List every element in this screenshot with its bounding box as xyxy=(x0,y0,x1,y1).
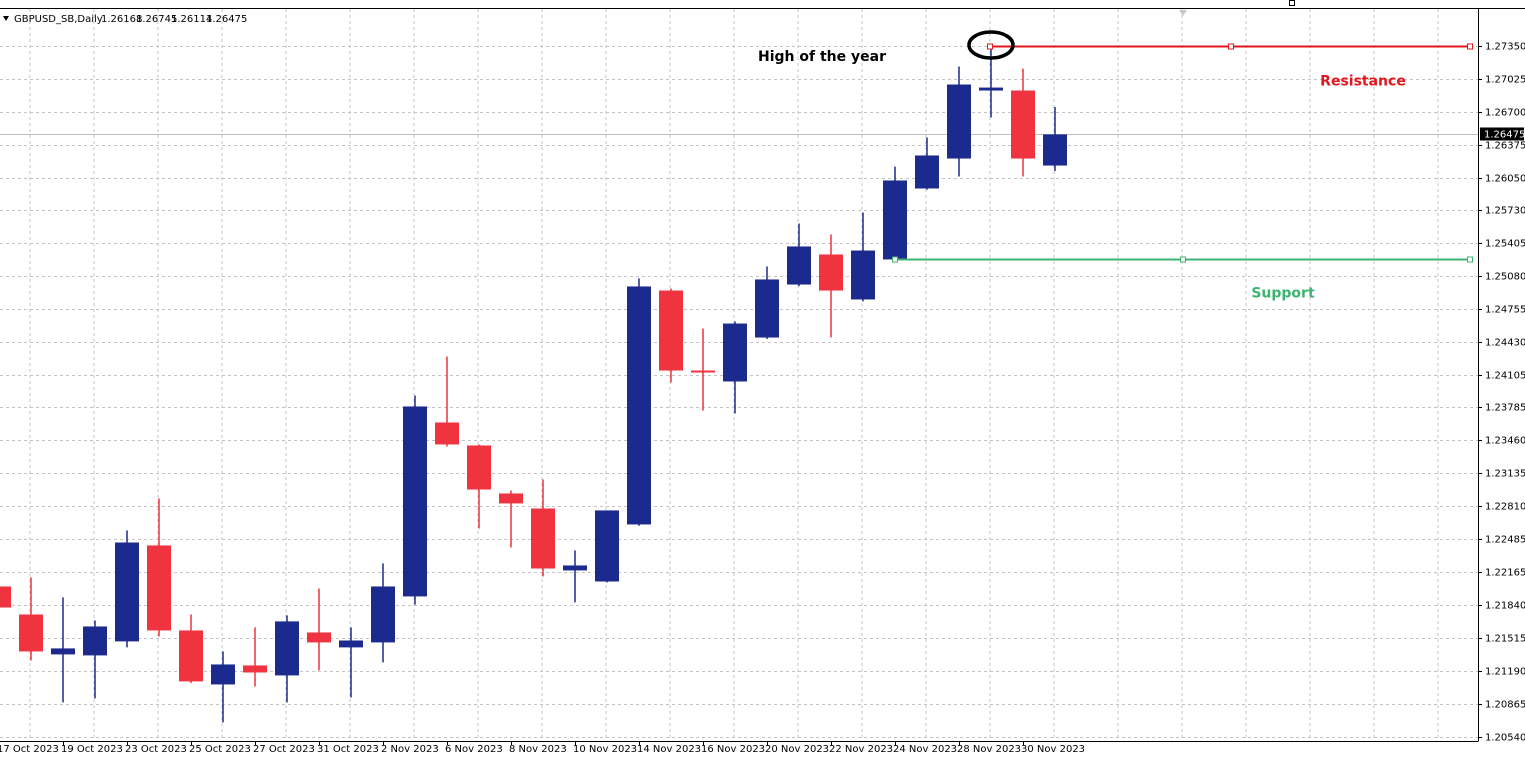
x-tick-label: 20 Nov 2023 xyxy=(765,744,829,755)
y-tick-label: 1.26050 xyxy=(1485,174,1525,185)
candle-body xyxy=(659,290,683,371)
candle-body xyxy=(723,323,747,382)
candle-body xyxy=(755,279,779,338)
x-tick-label: 24 Nov 2023 xyxy=(893,744,957,755)
candle-body xyxy=(0,586,11,608)
x-tick-label: 2 Nov 2023 xyxy=(381,744,439,755)
candle-body xyxy=(1043,134,1067,166)
x-tick-label: 16 Nov 2023 xyxy=(701,744,765,755)
y-tick-label: 1.25730 xyxy=(1485,206,1525,217)
candle-body xyxy=(147,545,171,631)
x-tick-label: 23 Oct 2023 xyxy=(125,744,187,755)
candle-body xyxy=(787,246,811,285)
header-close: 1.26475 xyxy=(206,14,247,25)
grid-layer xyxy=(0,9,1478,741)
y-tick-label: 1.22165 xyxy=(1485,568,1525,579)
support-handle xyxy=(892,256,898,263)
candle-body xyxy=(371,586,395,643)
candle-body xyxy=(531,508,555,569)
candle-body xyxy=(499,493,523,504)
candle-body xyxy=(179,630,203,682)
candle-body xyxy=(339,640,363,648)
current-price-box xyxy=(1480,127,1524,141)
scroll-marker xyxy=(1289,0,1295,6)
menu-triangle[interactable] xyxy=(3,16,9,21)
header-open: 1.26168 xyxy=(101,14,142,25)
highlight-circle xyxy=(967,30,1015,60)
header-high: 1.26745 xyxy=(136,14,177,25)
y-tick-label: 1.27350 xyxy=(1485,42,1525,53)
candle-body xyxy=(467,445,491,490)
y-tick-label: 1.24755 xyxy=(1485,305,1525,316)
y-tick-label: 1.23460 xyxy=(1485,436,1525,447)
x-tick-label: 22 Nov 2023 xyxy=(829,744,893,755)
support-label: Support xyxy=(1251,286,1315,302)
candle-body xyxy=(947,84,971,159)
x-tick-label: 31 Oct 2023 xyxy=(317,744,379,755)
candle-body xyxy=(51,648,75,655)
candle-body xyxy=(1011,90,1035,159)
candle-body xyxy=(211,664,235,685)
candle-body xyxy=(979,87,1003,91)
y-tick-label: 1.24430 xyxy=(1485,338,1525,349)
y-tick-label: 1.27025 xyxy=(1485,75,1525,86)
resistance-handle xyxy=(1228,43,1234,50)
annotation: High of the year xyxy=(758,49,886,65)
candle-body xyxy=(307,632,331,643)
y-tick-label: 1.21515 xyxy=(1485,634,1525,645)
x-tick-label: 28 Nov 2023 xyxy=(957,744,1021,755)
y-tick-label: 1.25405 xyxy=(1485,239,1525,250)
y-tick-label: 1.23785 xyxy=(1485,403,1525,414)
chart-header: GBPUSD_SB,Daily1.261681.267451.261141.26… xyxy=(14,14,247,25)
support-handle xyxy=(1467,256,1473,263)
y-tick-label: 1.25080 xyxy=(1485,272,1525,283)
candle-body xyxy=(595,510,619,582)
candle-body xyxy=(83,626,107,656)
candle-body xyxy=(819,254,843,291)
x-tick-label: 25 Oct 2023 xyxy=(189,744,251,755)
resistance-handle xyxy=(987,43,993,50)
y-tick-label: 1.26375 xyxy=(1485,141,1525,152)
candle-body xyxy=(243,665,267,673)
candle-body xyxy=(115,542,139,642)
x-tick-label: 17 Oct 2023 xyxy=(0,744,59,755)
shift-marker xyxy=(1179,10,1187,16)
header-low: 1.26114 xyxy=(171,14,212,25)
x-tick-label: 8 Nov 2023 xyxy=(509,744,567,755)
candle-body xyxy=(627,286,651,525)
candle-body xyxy=(403,406,427,597)
y-tick-label: 1.23135 xyxy=(1485,469,1525,480)
x-tick-label: 14 Nov 2023 xyxy=(637,744,701,755)
resistance-handle xyxy=(1467,43,1473,50)
x-tick-label: 27 Oct 2023 xyxy=(253,744,315,755)
candle-body xyxy=(851,250,875,300)
candle-body xyxy=(275,621,299,676)
x-tick-label: 10 Nov 2023 xyxy=(573,744,637,755)
y-tick-label: 1.26700 xyxy=(1485,108,1525,119)
x-tick-label: 19 Oct 2023 xyxy=(61,744,123,755)
y-tick-label: 1.20865 xyxy=(1485,700,1525,711)
candle-body xyxy=(19,614,43,652)
y-tick-label: 1.20540 xyxy=(1485,733,1525,744)
y-tick-label: 1.21840 xyxy=(1485,601,1525,612)
resistance-label: Resistance xyxy=(1320,74,1406,90)
y-tick-label: 1.22485 xyxy=(1485,535,1525,546)
y-tick-label: 1.24105 xyxy=(1485,371,1525,382)
candle-body xyxy=(915,155,939,189)
candle-body xyxy=(883,180,907,260)
x-tick-label: 6 Nov 2023 xyxy=(445,744,503,755)
support-handle xyxy=(1180,256,1186,263)
symbol: GBPUSD_SB,Daily xyxy=(14,14,103,25)
candle-body xyxy=(691,370,715,373)
plot-area xyxy=(0,43,1478,723)
y-tick-label: 1.22810 xyxy=(1485,502,1525,513)
candle-body xyxy=(563,565,587,571)
x-tick-label: 30 Nov 2023 xyxy=(1021,744,1085,755)
candle-body xyxy=(435,422,459,445)
current-price-label: 1.26475 xyxy=(1484,130,1525,141)
y-tick-label: 1.21190 xyxy=(1485,667,1525,678)
